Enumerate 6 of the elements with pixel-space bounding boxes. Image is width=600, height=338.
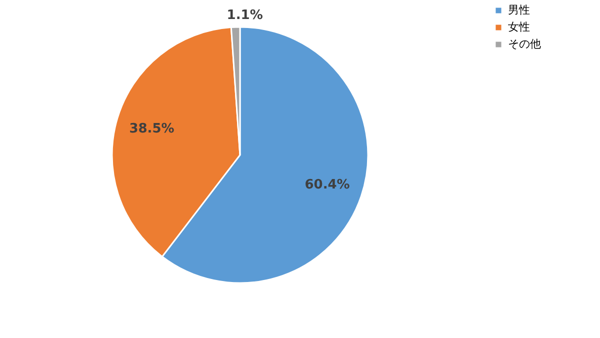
legend-label: その他 bbox=[508, 38, 541, 50]
data-label: 38.5% bbox=[129, 121, 174, 136]
legend-label: 男性 bbox=[508, 4, 530, 16]
data-label: 60.4% bbox=[304, 178, 350, 193]
data-label: 1.1% bbox=[226, 8, 263, 24]
legend-label: 女性 bbox=[508, 20, 530, 34]
